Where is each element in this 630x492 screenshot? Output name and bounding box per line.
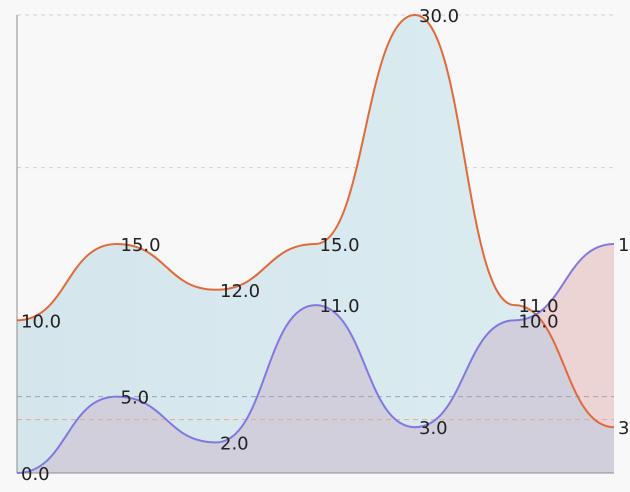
series-2-data-label: 11.0	[320, 296, 360, 317]
series-2-data-label: 0.0	[21, 464, 50, 485]
series-1-line	[16, 13, 615, 429]
series-2-data-label: 1	[618, 235, 629, 256]
series-1-data-label: 15.0	[320, 235, 360, 256]
series-2-area-overlap	[17, 244, 614, 473]
series-2-data-label: 5.0	[121, 388, 150, 409]
series-1-data-label: 3	[618, 418, 629, 439]
series-1-data-label: 10.0	[21, 311, 61, 332]
series-1-data-label: 30.0	[419, 6, 459, 27]
series-1-data-label: 15.0	[121, 235, 161, 256]
series-2-data-label: 2.0	[220, 433, 249, 454]
series-2-line	[16, 243, 615, 474]
series-1-data-label: 11.0	[519, 296, 559, 317]
series-1-data-label: 12.0	[220, 281, 260, 302]
series-2-data-label: 3.0	[419, 418, 448, 439]
series-2-data-label: 10.0	[519, 311, 559, 332]
